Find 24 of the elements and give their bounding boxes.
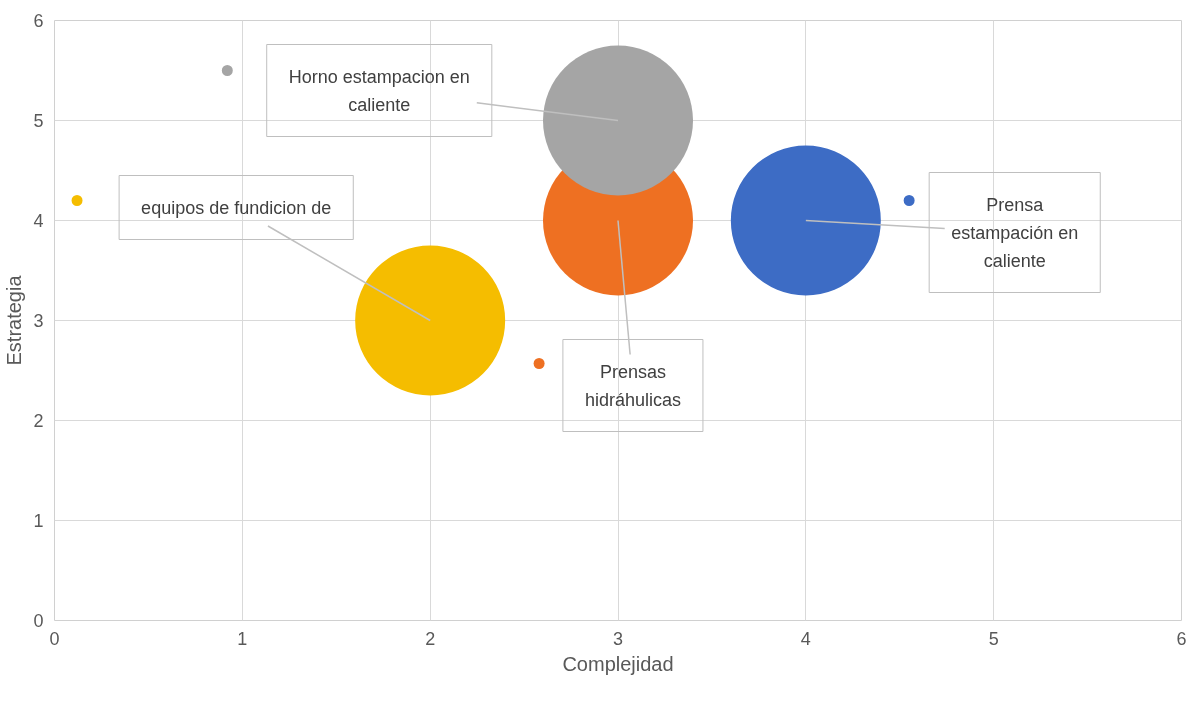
x-axis-title: Complejidad	[562, 652, 674, 675]
x-tick-label: 4	[800, 628, 811, 649]
point	[71, 195, 83, 206]
x-tick-label: 0	[49, 628, 60, 649]
y-axis-title: Estrategia	[3, 274, 26, 366]
x-tick-label: 1	[237, 628, 248, 649]
y-tick-label: 3	[33, 311, 44, 331]
y-tick-label: 2	[33, 411, 44, 431]
point	[533, 358, 545, 369]
point	[903, 195, 915, 206]
point	[221, 65, 233, 76]
y-tick-label: 5	[33, 111, 44, 131]
x-tick-label: 2	[425, 628, 436, 649]
x-tick-label: 5	[988, 628, 999, 649]
annotation: equipos de fundicion de	[141, 197, 332, 218]
x-tick-label: 3	[612, 628, 624, 649]
x-tick-label: 6	[1176, 628, 1187, 649]
annotation: Prensa estampación en caliente	[951, 194, 1079, 271]
y-tick-label: 6	[33, 11, 44, 31]
annotation: Prensas hidráhulicas	[584, 361, 681, 410]
y-tick-label: 4	[33, 211, 44, 231]
y-tick-label: 1	[33, 511, 44, 531]
annotation: Horno estampacion en caliente	[288, 66, 470, 115]
y-tick-label: 0	[33, 611, 44, 631]
